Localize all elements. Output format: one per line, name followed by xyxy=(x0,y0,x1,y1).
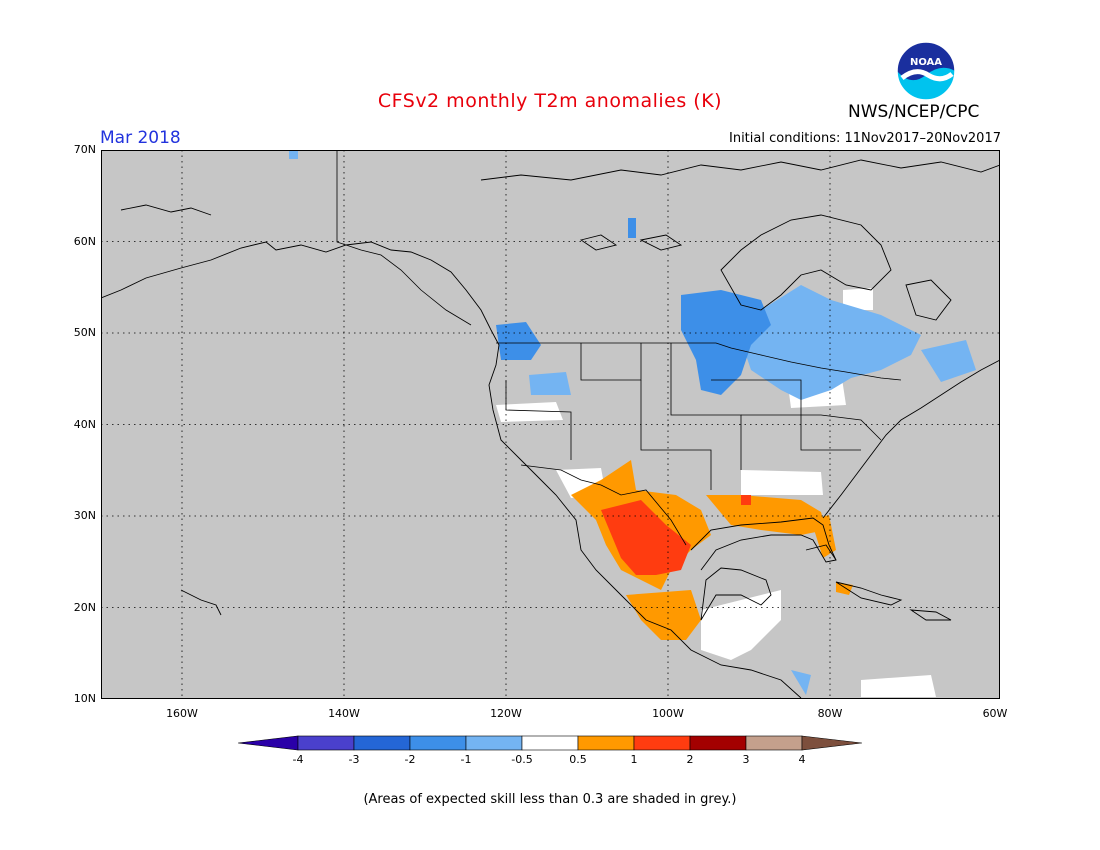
lightblue-patch-canada xyxy=(741,285,921,400)
chart-title: CFSv2 monthly T2m anomalies (K) xyxy=(377,90,723,112)
lon-label-140w: 140W xyxy=(328,707,360,720)
darkred-patch-alabama xyxy=(741,495,751,505)
colorbar-label: -2 xyxy=(404,753,416,766)
lat-label-10n: 10N xyxy=(73,692,96,705)
blue-patch-washington xyxy=(496,322,541,360)
orange-patch-mexico xyxy=(626,590,701,640)
colorbar-segment xyxy=(745,735,803,751)
lon-label-100w: 100W xyxy=(652,707,684,720)
colorbar xyxy=(238,735,862,751)
coastlines xyxy=(101,159,1000,699)
colorbar-label: 0.5 xyxy=(569,753,587,766)
white-patch-caribbean xyxy=(861,675,936,697)
white-patch-southeast xyxy=(741,470,823,495)
colorbar-label: -4 xyxy=(292,753,304,766)
anomaly-map xyxy=(101,150,1000,699)
forecast-month: Mar 2018 xyxy=(100,128,181,148)
gridlines xyxy=(101,150,1000,699)
colorbar-segment xyxy=(465,735,523,751)
lon-label-80w: 80W xyxy=(817,707,843,720)
colorbar-segment xyxy=(521,735,579,751)
skill-footnote: (Areas of expected skill less than 0.3 a… xyxy=(363,792,737,807)
lon-label-120w: 120W xyxy=(490,707,522,720)
lat-label-20n: 20N xyxy=(73,601,96,614)
agency-label: NWS/NCEP/CPC xyxy=(848,102,980,122)
lon-label-60w: 60W xyxy=(982,707,1008,720)
blue-patch-alaska xyxy=(289,150,298,159)
blue-patch-yukon xyxy=(628,218,636,238)
blue-patch-ontario xyxy=(681,290,771,395)
colorbar-label: -0.5 xyxy=(511,753,533,766)
colorbar-label: 1 xyxy=(630,753,638,766)
lon-label-160w: 160W xyxy=(166,707,198,720)
red-patch-texas-mexico xyxy=(601,500,691,575)
colorbar-label: -3 xyxy=(348,753,360,766)
noaa-logo: NOAA xyxy=(896,41,956,101)
lat-label-60n: 60N xyxy=(73,235,96,248)
colorbar-segment xyxy=(238,735,299,751)
lightblue-patch-northeast xyxy=(921,340,976,382)
colorbar-label: -1 xyxy=(460,753,472,766)
colorbar-label: 3 xyxy=(742,753,750,766)
lat-label-30n: 30N xyxy=(73,509,96,522)
colorbar-label: 4 xyxy=(798,753,806,766)
lightblue-patch-florida-n xyxy=(791,670,811,695)
lightblue-patch-idaho xyxy=(529,372,571,395)
lat-label-70n: 70N xyxy=(73,143,96,156)
colorbar-segment xyxy=(353,735,411,751)
political-borders xyxy=(336,150,902,546)
colorbar-segment xyxy=(409,735,467,751)
colorbar-label: 2 xyxy=(686,753,694,766)
white-patch-greatbasin xyxy=(496,402,563,422)
white-patch-hudson xyxy=(843,288,873,310)
lat-label-40n: 40N xyxy=(73,418,96,431)
lat-label-50n: 50N xyxy=(73,326,96,339)
logo-text: NOAA xyxy=(910,57,942,68)
colorbar-segment xyxy=(633,735,691,751)
colorbar-segment xyxy=(577,735,635,751)
orange-patch-gulfcoast xyxy=(706,495,826,535)
colorbar-segment xyxy=(801,735,862,751)
colorbar-segment xyxy=(297,735,355,751)
colorbar-segment xyxy=(689,735,747,751)
initial-conditions: Initial conditions: 11Nov2017–20Nov2017 xyxy=(729,131,1001,146)
